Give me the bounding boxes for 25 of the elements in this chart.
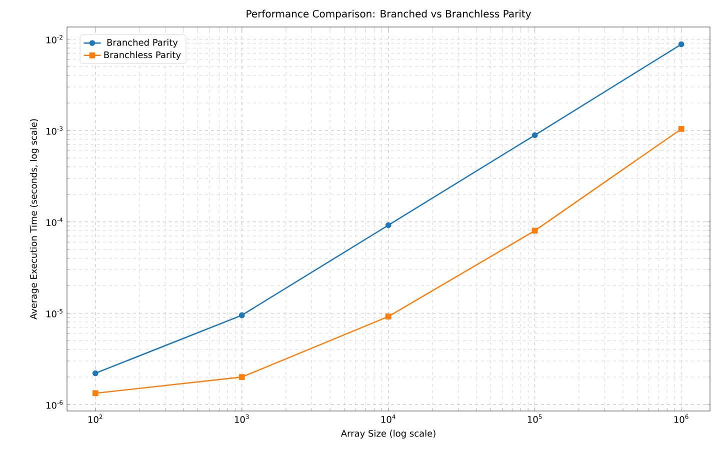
y-axis-title: Average Execution Time (seconds, log scale) xyxy=(30,119,39,320)
point xyxy=(385,222,392,228)
point xyxy=(532,132,538,138)
x-tick-label: 10$^{2}$ xyxy=(88,414,102,423)
point xyxy=(92,390,98,396)
y-tick-label: 10$^{-3}$ xyxy=(46,126,63,135)
y-tick-label: 10$^{-6}$ xyxy=(46,400,63,409)
x-tick-label: 10$^{5}$ xyxy=(528,414,542,423)
point xyxy=(92,370,98,376)
legend-label: Branched Parity xyxy=(107,38,178,48)
x-axis-title: Array Size (log scale) xyxy=(340,430,436,438)
point xyxy=(238,312,245,318)
point xyxy=(678,126,684,132)
chart-title: Performance Comparison: Branched vs Branchless Parity xyxy=(246,10,532,20)
point xyxy=(385,314,392,320)
y-tick-label: 10$^{-5}$ xyxy=(46,309,62,318)
point xyxy=(238,374,245,380)
y-tick-label: 10$^{-4}$ xyxy=(46,218,63,226)
y-tick-label: 10$^{-2}$ xyxy=(46,34,62,44)
point xyxy=(678,41,684,48)
x-tick-label: 10$^{6}$ xyxy=(674,414,688,423)
point xyxy=(532,228,538,234)
x-tick-label: 10$^{3}$ xyxy=(234,414,249,423)
legend-label: Branchless Parity xyxy=(104,51,181,60)
x-tick-label: 10$^{4}$ xyxy=(381,414,396,423)
